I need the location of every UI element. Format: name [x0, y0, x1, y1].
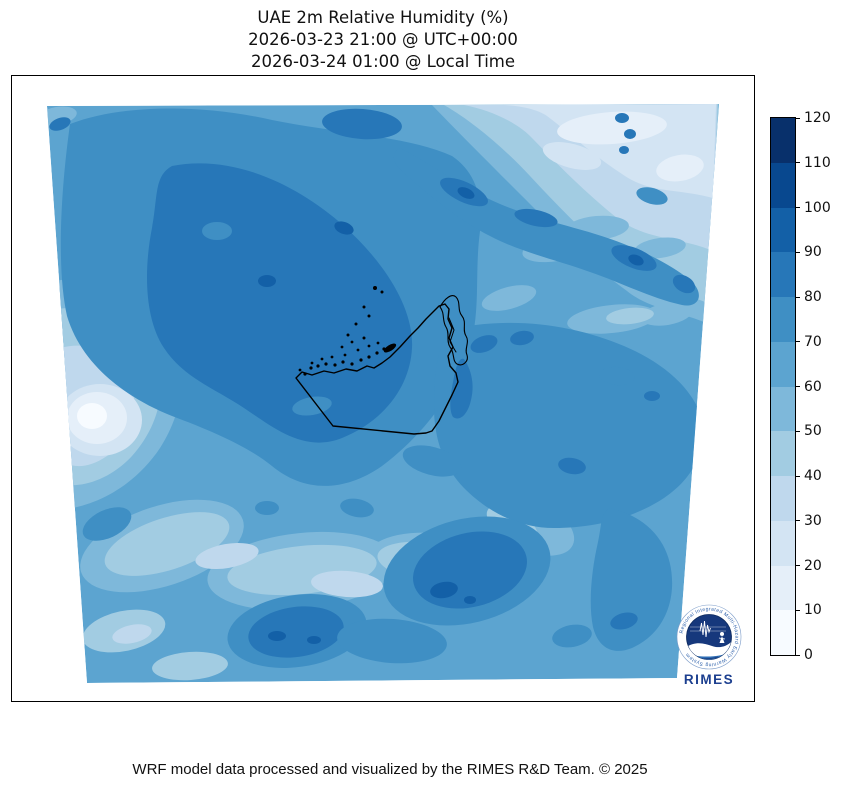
chart-subtitle-utc: 2026-03-23 21:00 @ UTC+00:00: [248, 30, 518, 49]
colorbar-tick-mark: [796, 207, 800, 208]
colorbar-segment: [771, 386, 795, 432]
colorbar-segment: [771, 431, 795, 476]
colorbar-tick-label: 40: [804, 468, 822, 484]
colorbar-tick-label: 100: [804, 199, 831, 216]
footer-credit: WRF model data processed and visualized …: [132, 761, 648, 778]
colorbar-tick-label: 30: [804, 512, 822, 529]
colorbar-segment: [771, 118, 795, 163]
chart-subtitle-local: 2026-03-24 01:00 @ Local Time: [250, 52, 516, 71]
colorbar-segment: [771, 610, 795, 655]
uae-border-outline: [295, 295, 468, 435]
colorbar-tick-label: 110: [804, 154, 831, 171]
logo-label: RIMES: [683, 672, 735, 687]
colorbar-segment: [771, 207, 795, 253]
colorbar: 0 10 20 30 40 50 60 70 80 90 100 110 120: [770, 110, 841, 663]
colorbar-tick-mark: [796, 475, 800, 477]
colorbar-tick-mark: [796, 654, 800, 656]
rimes-logo-badge: Regional Integrated Multi-Hazard Early W…: [676, 604, 742, 670]
colorbar-tick-label: 70: [804, 333, 822, 350]
colorbar-segment: [771, 297, 795, 342]
colorbar-tick-label: 60: [804, 378, 822, 395]
colorbar-tick-label: 90: [804, 244, 822, 261]
colorbar-segment: [771, 565, 795, 611]
contour-field: [47, 104, 719, 683]
humidity-contour-map: [47, 104, 719, 683]
colorbar-tick-mark: [796, 609, 800, 611]
chart-title-block: UAE 2m Relative Humidity (%) 2026-03-23 …: [11, 7, 755, 73]
colorbar-tick-label: 120: [804, 110, 831, 126]
colorbar-segment: [771, 520, 795, 566]
colorbar-segment: [771, 162, 795, 208]
colorbar-tick-label: 80: [804, 289, 822, 305]
colorbar-tick-mark: [796, 520, 800, 522]
colorbar-tick-mark: [796, 162, 800, 164]
colorbar-tick-mark: [796, 296, 800, 298]
chart-title: UAE 2m Relative Humidity (%): [257, 8, 509, 27]
colorbar-segment: [771, 252, 795, 297]
colorbar-segment: [771, 476, 795, 521]
uae-islands: [298, 286, 397, 376]
colorbar-tick-label: 0: [804, 647, 813, 663]
colorbar-tick-mark: [796, 430, 800, 432]
colorbar-tick-label: 20: [804, 557, 822, 574]
colorbar-tick-mark: [796, 251, 800, 253]
colorbar-tick-mark: [796, 341, 800, 343]
colorbar-tick-mark: [796, 565, 800, 566]
colorbar-tick-label: 10: [804, 602, 822, 619]
colorbar-tick-label: 50: [804, 423, 822, 440]
colorbar-segments: [770, 117, 796, 656]
map-axes: [11, 75, 755, 702]
colorbar-tick-mark: [796, 117, 800, 119]
colorbar-segment: [771, 341, 795, 387]
colorbar-tick-mark: [796, 386, 800, 387]
rimes-logo: Regional Integrated Multi-Hazard Early W…: [674, 601, 744, 693]
